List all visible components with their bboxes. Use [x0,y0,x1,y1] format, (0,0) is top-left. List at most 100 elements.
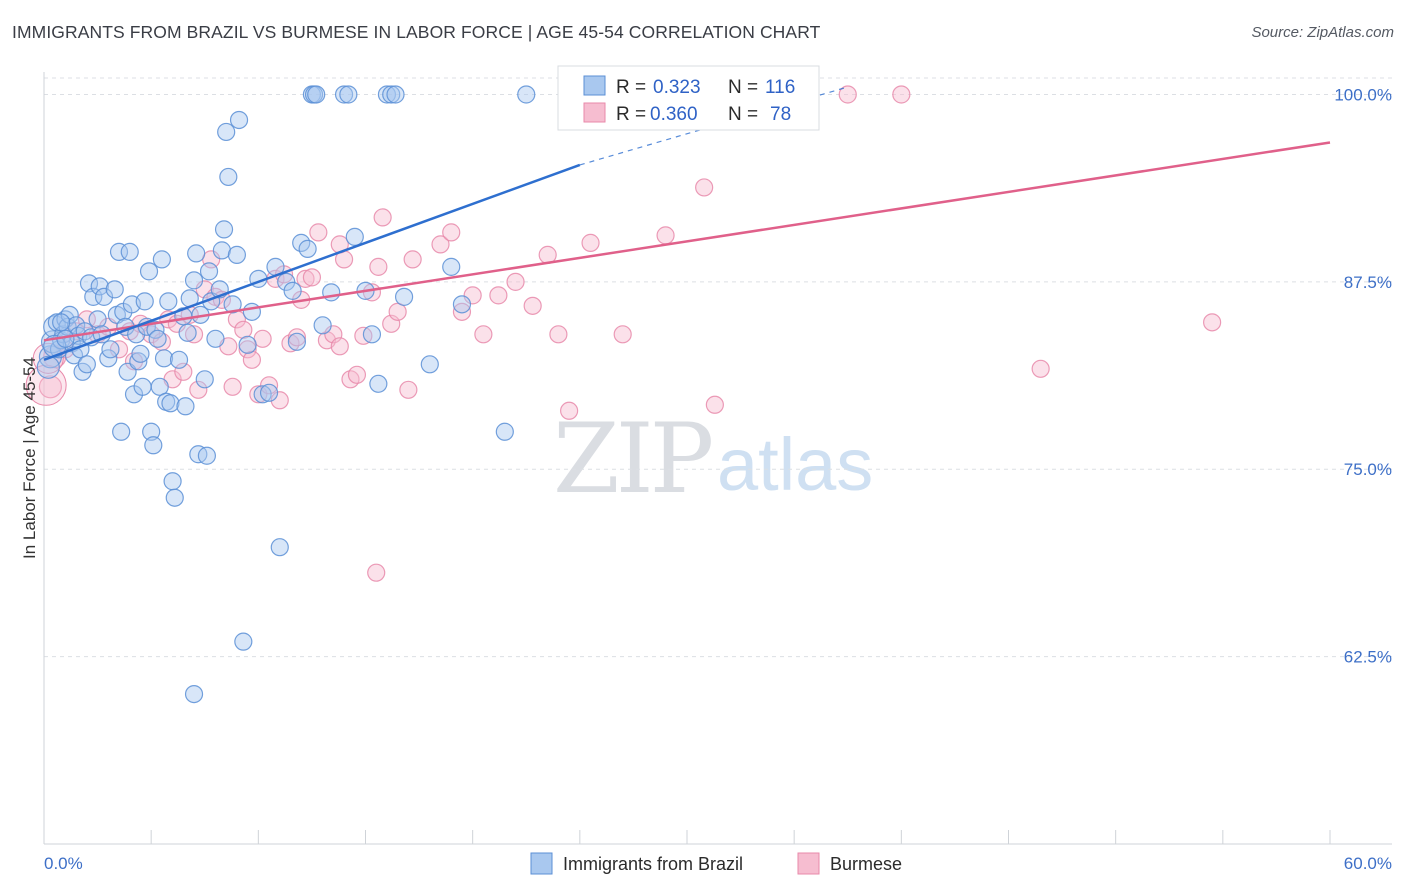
brazil-point [105,280,124,299]
y-axis-label: In Labor Force | Age 45-54 [20,357,39,559]
brazil-point [212,241,231,260]
brazil-point [159,292,178,311]
burmese-trend-line [43,141,1331,342]
brazil-point [135,292,154,311]
brazil-point [90,277,109,296]
brazil-point [52,313,71,332]
burmese-point [367,563,386,582]
burmese-point [892,85,911,104]
burmese-point [613,325,632,344]
brazil-point [452,295,472,314]
burmese-point [373,208,392,227]
burmese-point [174,362,193,381]
brazil-point [152,250,171,269]
legend-swatch-burmese [583,102,606,123]
brazil-point [199,262,219,281]
brazil-point [142,422,161,441]
burmese-point [287,328,307,347]
brazil-point [36,355,60,379]
x-tick-label-min: 0.0% [44,854,83,873]
burmese-point [1203,313,1222,332]
brazil-point [394,287,414,306]
brazil-point [219,167,238,187]
burmese-point [656,226,675,245]
watermark-zip: ZIP [553,403,712,515]
y-tick-label-2: 87.5% [1344,273,1392,292]
burmese-point [403,250,422,269]
brazil-point [88,310,107,329]
brazil-point [150,377,169,396]
burmese-point [309,223,328,242]
brazil-point [234,632,253,651]
brazil-point [227,245,246,264]
brazil-point [184,684,204,704]
brazil-point [214,220,234,239]
brazil-point [277,272,296,291]
brazil-trend-line [43,163,581,361]
brazil-point [242,302,262,321]
legend-n-value-burmese: 78 [770,104,791,125]
legend-r-value-brazil: 0.323 [653,77,701,98]
brazil-point [195,370,214,389]
brazil-point [129,352,148,371]
brazil-point [307,85,326,104]
brazil-point [178,323,197,342]
brazil-point [148,329,167,348]
brazil-point [165,488,184,507]
chart-title: IMMIGRANTS FROM BRAZIL VS BURMESE IN LAB… [12,22,821,42]
brazil-point [313,316,332,335]
burmese-point [452,302,472,321]
source-credit: Source: ZipAtlas.com [1251,24,1394,41]
bottom-legend-label-burmese: Burmese [830,854,902,874]
brazil-point [161,394,180,413]
brazil-point [206,329,225,348]
y-tick-label-1: 75.0% [1344,460,1392,479]
burmese-point [838,85,857,104]
burmese-point [399,380,418,399]
burmese-point [474,325,493,344]
burmese-point [296,269,315,288]
burmese-point [189,380,208,399]
brazil-point [238,335,257,354]
brazil-point [139,262,159,281]
brazil-point [112,422,131,441]
x-axis-ticks [43,830,1331,844]
burmese-point [388,302,407,321]
brazil-point [176,397,195,416]
legend-r-value-burmese: 0.360 [650,104,698,125]
bottom-legend-swatch-burmese [797,852,820,875]
legend-n-label-brazil: N = [728,77,758,98]
burmese-point [1031,359,1050,378]
brazil-point [77,355,96,374]
brazil-point [362,325,382,344]
legend-n-label-burmese: N = [728,104,758,125]
brazil-point [84,287,103,306]
brazil-point [184,271,204,290]
brazil-point [369,374,388,393]
brazil-points [36,85,536,704]
y-tick-label-3: 100.0% [1334,85,1392,104]
burmese-point [523,296,542,315]
brazil-point [345,227,364,246]
brazil-point [43,334,67,358]
bottom-legend-swatch-brazil [530,852,553,875]
burmese-point [223,377,242,396]
brazil-point [154,349,174,368]
brazil-point [131,344,150,363]
brazil-point [79,274,99,293]
brazil-point [283,281,302,300]
brazil-point [163,472,182,491]
brazil-point [420,355,439,374]
brazil-point [133,377,152,396]
y-axis-tick-labels: 62.5% 75.0% 87.5% 100.0% [1334,85,1392,666]
burmese-point [238,340,257,359]
brazil-point [144,436,163,455]
legend-swatch-brazil [583,75,606,96]
legend-r-label-burmese: R = [616,104,646,125]
brazil-point [253,385,272,404]
legend-r-label-brazil: R = [616,77,646,98]
burmese-point [38,375,63,399]
brazil-point [109,242,129,261]
brazil-point [94,287,114,306]
